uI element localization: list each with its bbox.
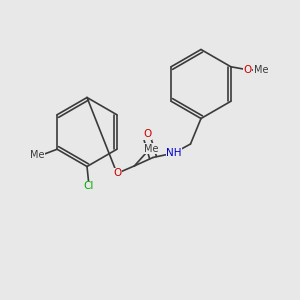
- Text: O: O: [113, 168, 121, 178]
- Text: Cl: Cl: [83, 181, 94, 191]
- Text: O: O: [143, 129, 152, 139]
- Text: O: O: [243, 65, 251, 75]
- Text: Me: Me: [144, 143, 159, 154]
- Text: Me: Me: [30, 150, 45, 160]
- Text: NH: NH: [166, 148, 182, 158]
- Text: Me: Me: [254, 65, 268, 75]
